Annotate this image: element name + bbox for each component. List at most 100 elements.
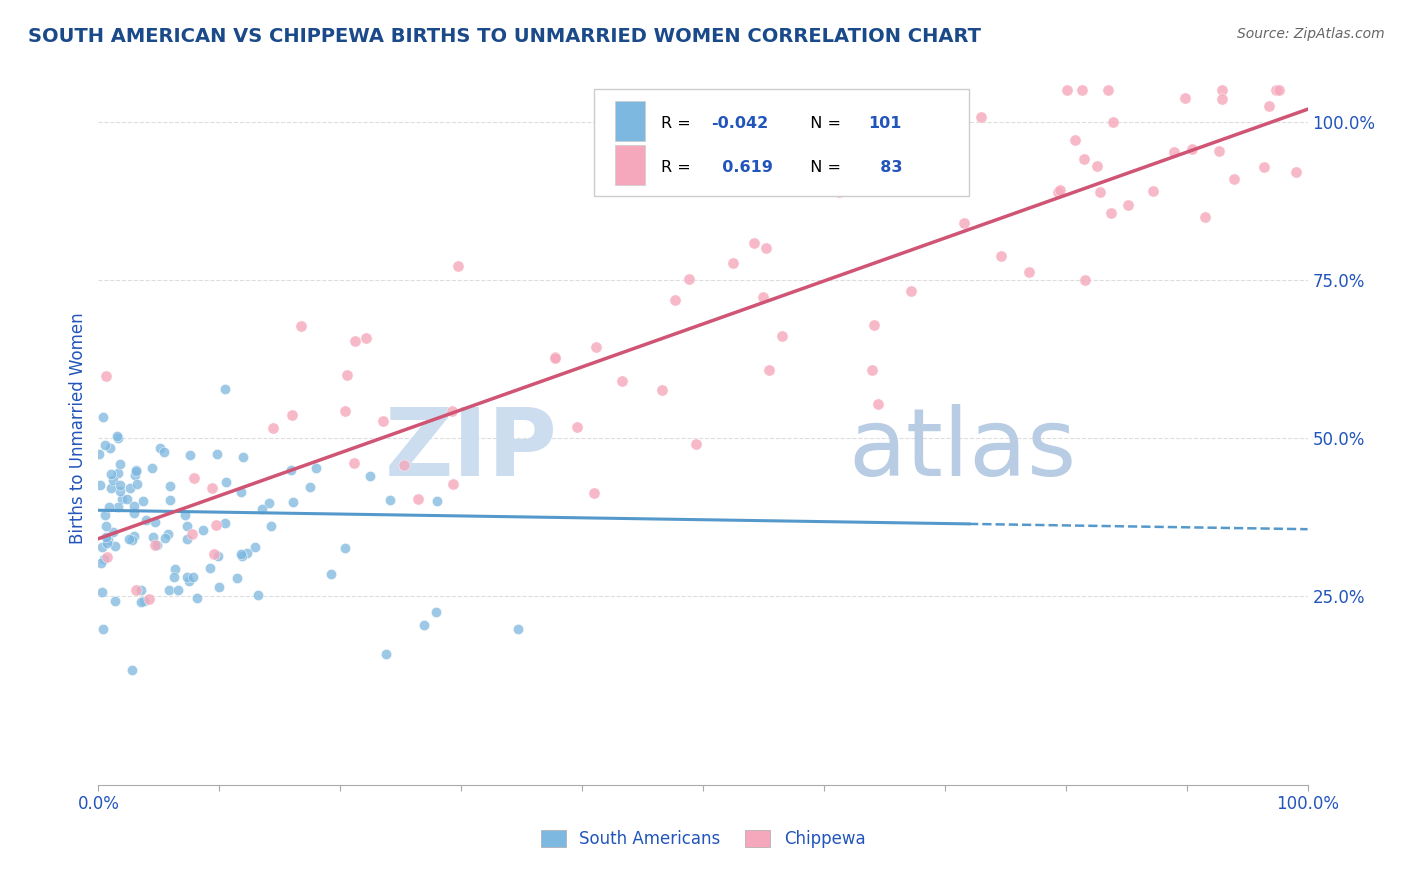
- Point: [1181, 142, 1204, 156]
- Point: [229, 547, 252, 561]
- Point: [1074, 273, 1097, 287]
- Point: [204, 517, 226, 532]
- Point: [1073, 152, 1095, 166]
- Point: [336, 368, 359, 383]
- Point: [163, 562, 186, 576]
- Point: [231, 549, 253, 563]
- Point: [105, 429, 128, 443]
- Point: [1088, 185, 1111, 199]
- Point: [94, 508, 117, 523]
- Point: [343, 456, 366, 470]
- Point: [1070, 83, 1092, 97]
- Point: [751, 290, 773, 304]
- Point: [260, 519, 283, 533]
- Point: [87, 447, 110, 461]
- Point: [800, 111, 823, 125]
- Point: [135, 513, 157, 527]
- Point: [149, 441, 172, 455]
- Point: [159, 582, 181, 597]
- Point: [159, 479, 181, 493]
- Point: [425, 605, 447, 619]
- FancyBboxPatch shape: [614, 145, 645, 185]
- Point: [90, 556, 112, 570]
- Point: [232, 450, 254, 465]
- Text: N =: N =: [800, 160, 846, 175]
- Point: [129, 582, 152, 597]
- Point: [610, 374, 633, 388]
- Point: [378, 492, 401, 507]
- Point: [770, 329, 793, 343]
- Point: [186, 591, 208, 605]
- Point: [863, 318, 886, 333]
- Point: [1163, 145, 1185, 160]
- Point: [125, 464, 148, 478]
- Point: [96, 550, 118, 565]
- Point: [90, 540, 112, 554]
- Legend: South Americans, Chippewa: South Americans, Chippewa: [534, 823, 872, 855]
- Point: [181, 570, 204, 584]
- Point: [953, 216, 976, 230]
- Point: [146, 538, 169, 552]
- Point: [101, 474, 124, 488]
- Point: [205, 448, 228, 462]
- Point: [132, 594, 155, 608]
- Point: [1116, 198, 1139, 212]
- Point: [157, 526, 180, 541]
- Point: [1085, 159, 1108, 173]
- Point: [179, 448, 201, 462]
- Point: [118, 532, 141, 546]
- Point: [333, 541, 356, 555]
- Point: [941, 120, 963, 134]
- Point: [122, 529, 145, 543]
- Point: [107, 466, 129, 480]
- Point: [1102, 115, 1125, 129]
- Point: [121, 663, 143, 677]
- Point: [585, 340, 607, 354]
- Text: 0.619: 0.619: [711, 160, 773, 175]
- Point: [143, 515, 166, 529]
- Point: [153, 532, 176, 546]
- Point: [101, 525, 124, 540]
- Text: SOUTH AMERICAN VS CHIPPEWA BIRTHS TO UNMARRIED WOMEN CORRELATION CHART: SOUTH AMERICAN VS CHIPPEWA BIRTHS TO UNM…: [28, 27, 981, 45]
- Point: [856, 171, 879, 186]
- Point: [138, 591, 160, 606]
- Point: [929, 171, 952, 186]
- Point: [214, 516, 236, 531]
- Point: [721, 181, 744, 195]
- Point: [153, 444, 176, 458]
- Point: [202, 547, 225, 561]
- Point: [93, 552, 115, 566]
- Point: [159, 493, 181, 508]
- Point: [1265, 83, 1288, 97]
- Point: [229, 485, 252, 500]
- Point: [742, 235, 765, 250]
- Point: [174, 508, 197, 522]
- Point: [678, 272, 700, 286]
- Point: [990, 249, 1012, 263]
- Point: [371, 414, 394, 428]
- Point: [970, 110, 993, 124]
- Point: [440, 404, 463, 418]
- Point: [94, 530, 117, 544]
- Point: [868, 397, 890, 411]
- Point: [94, 438, 117, 452]
- Point: [167, 583, 190, 598]
- Point: [90, 584, 112, 599]
- Point: [247, 588, 270, 602]
- Point: [108, 457, 131, 471]
- Point: [1258, 99, 1281, 113]
- Text: -0.042: -0.042: [711, 116, 769, 131]
- Point: [120, 481, 142, 495]
- Point: [215, 475, 238, 489]
- Point: [406, 491, 429, 506]
- Point: [100, 481, 122, 495]
- Point: [94, 519, 117, 533]
- Point: [1097, 83, 1119, 97]
- Text: R =: R =: [661, 160, 696, 175]
- Point: [131, 595, 153, 609]
- Point: [163, 570, 186, 584]
- Point: [914, 174, 936, 188]
- Point: [214, 382, 236, 396]
- Point: [544, 351, 567, 366]
- Text: Source: ZipAtlas.com: Source: ZipAtlas.com: [1237, 27, 1385, 41]
